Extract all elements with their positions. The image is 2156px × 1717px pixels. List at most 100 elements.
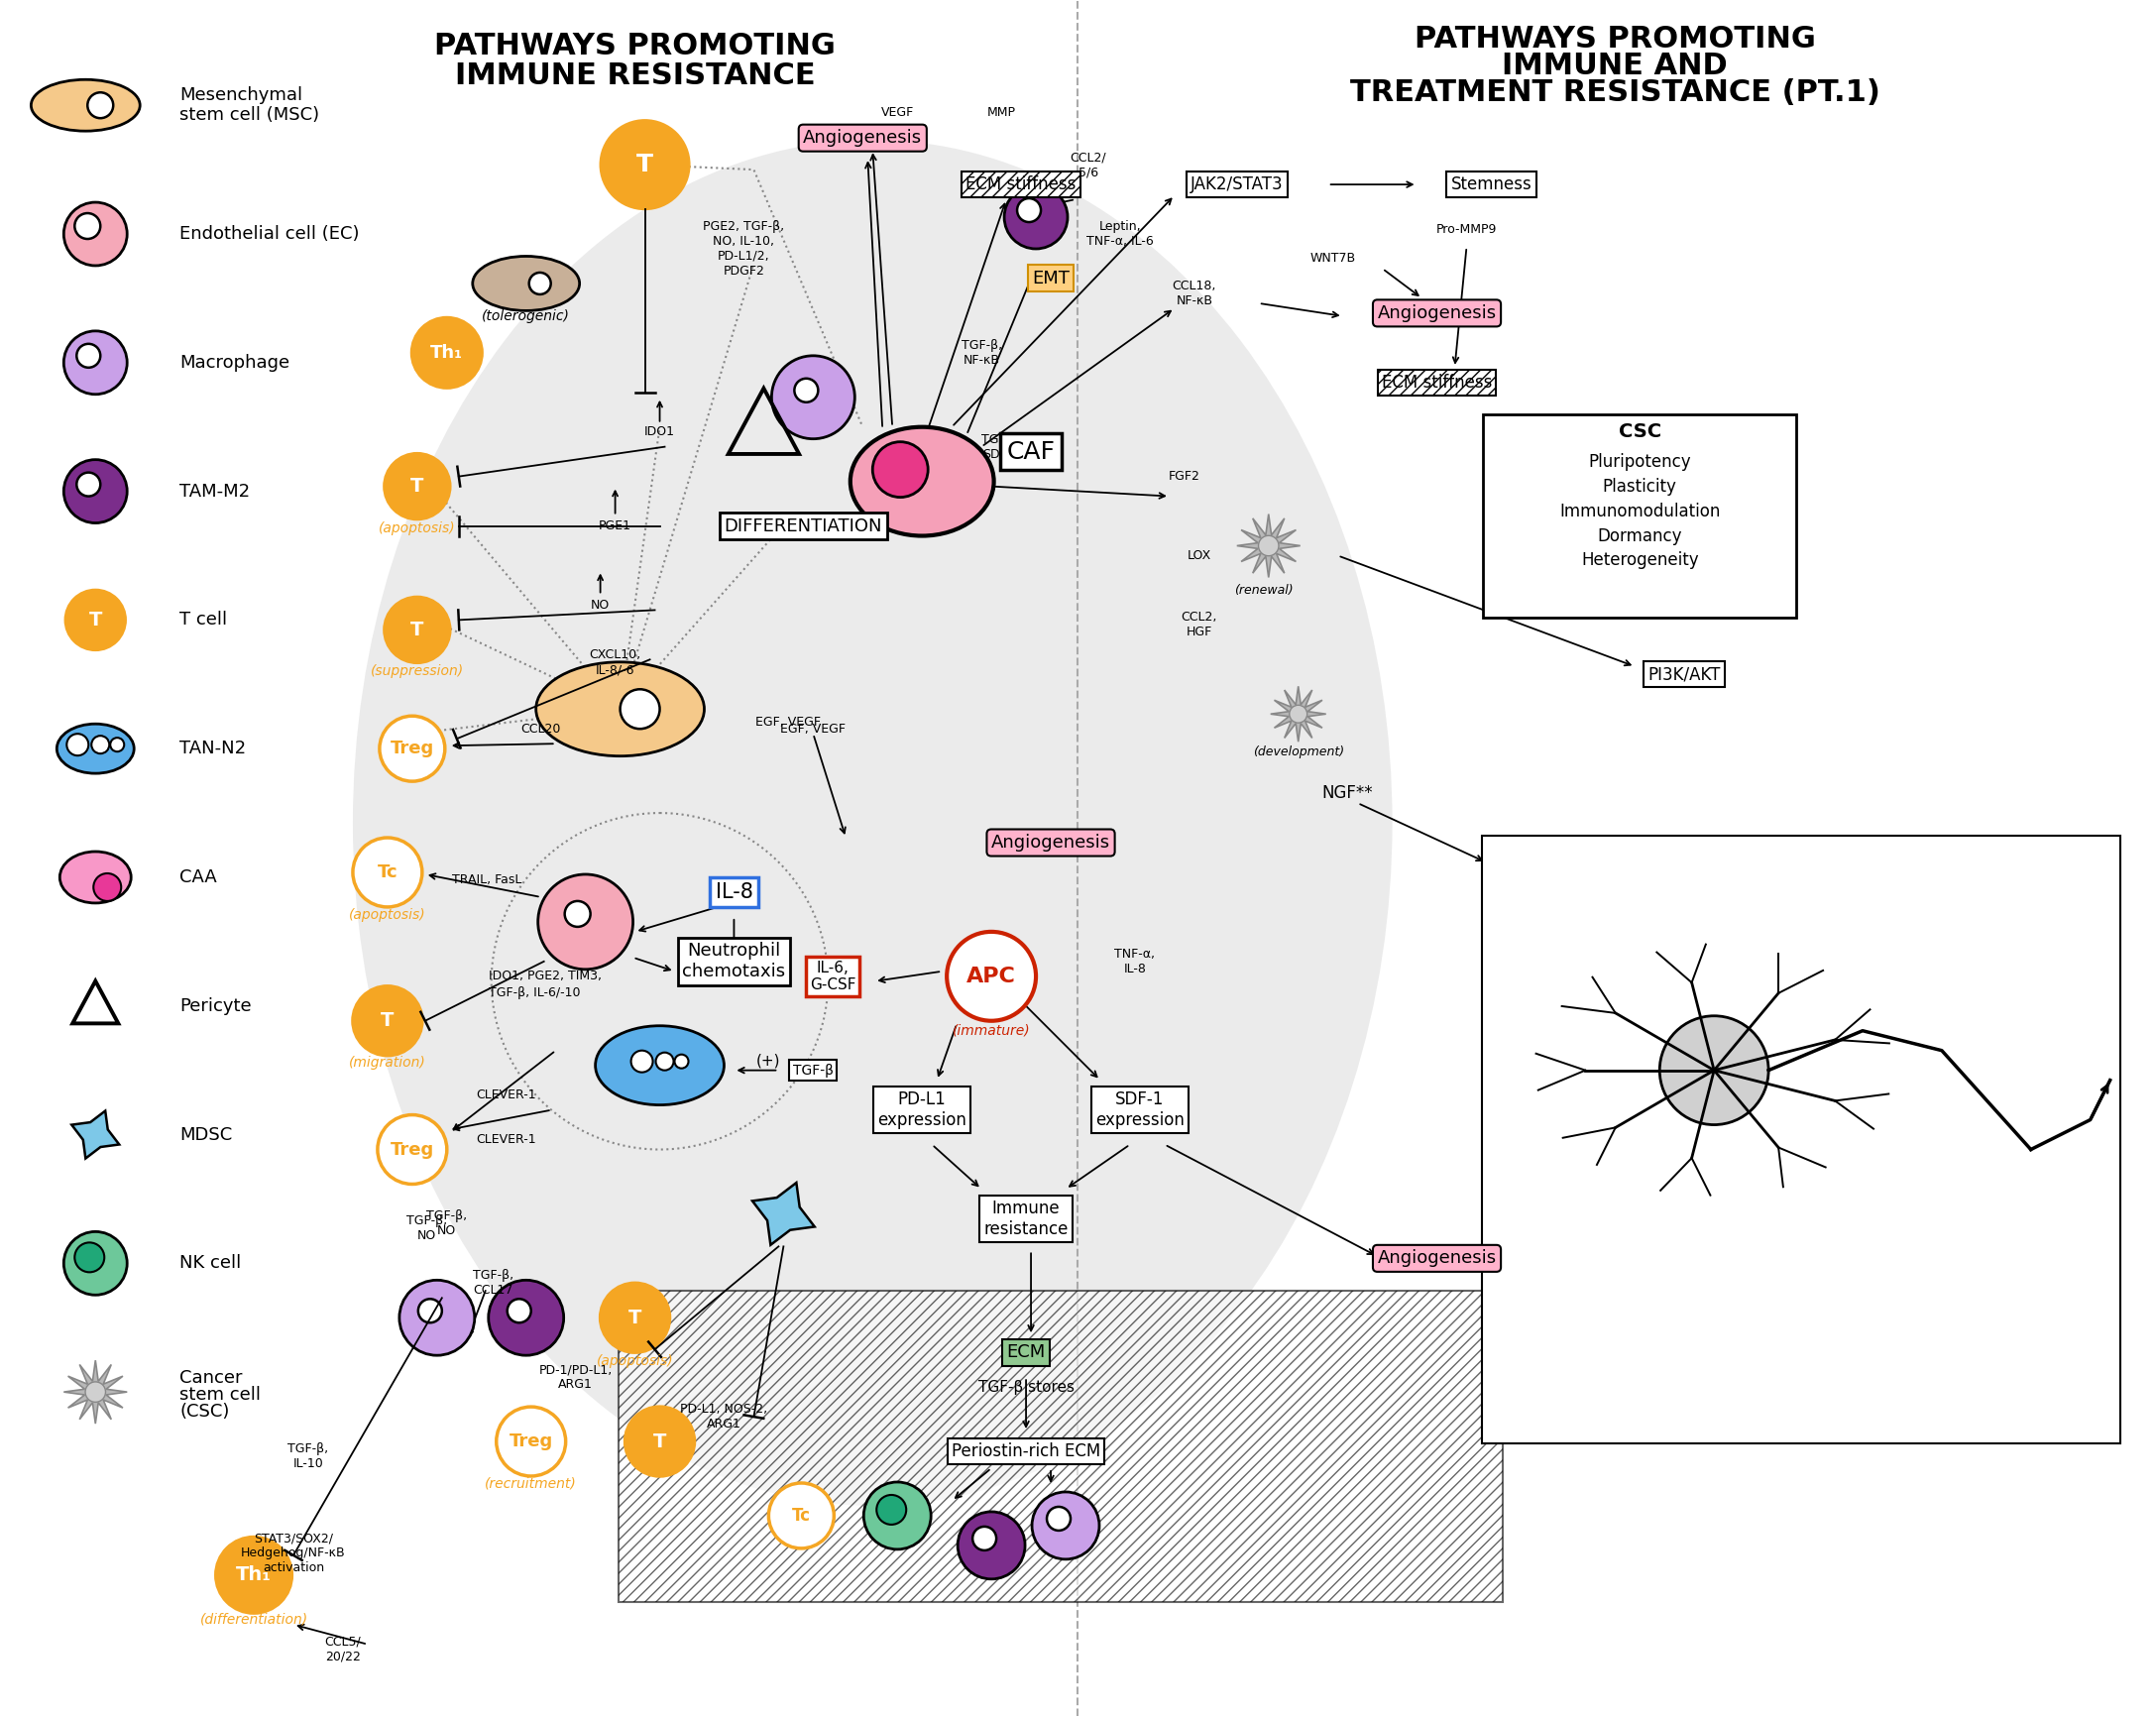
Text: Treg: Treg <box>390 1140 433 1159</box>
Circle shape <box>1048 1508 1072 1530</box>
Text: (immature): (immature) <box>953 1023 1031 1037</box>
Text: T: T <box>653 1432 666 1451</box>
Circle shape <box>216 1537 291 1612</box>
Circle shape <box>78 343 101 367</box>
Text: Th₁: Th₁ <box>431 343 464 362</box>
Circle shape <box>354 986 423 1056</box>
Text: NK cell: NK cell <box>179 1255 241 1272</box>
Text: Heterogeneity: Heterogeneity <box>1580 551 1699 570</box>
Circle shape <box>379 716 444 781</box>
Circle shape <box>675 1054 688 1068</box>
Text: PATHWAYS PROMOTING: PATHWAYS PROMOTING <box>1414 24 1815 53</box>
Circle shape <box>65 1231 127 1295</box>
Text: CSC: CSC <box>1619 422 1662 441</box>
Text: PGE2, TGF-β,
NO, IL-10,
PD-L1/2,
PDGF2: PGE2, TGF-β, NO, IL-10, PD-L1/2, PDGF2 <box>703 220 785 278</box>
Text: EGF, VEGF: EGF, VEGF <box>757 716 821 728</box>
Text: Macrophage: Macrophage <box>179 354 289 371</box>
Text: CCL2/
5/6: CCL2/ 5/6 <box>1069 151 1106 179</box>
Polygon shape <box>65 1360 127 1423</box>
Text: IL-8: IL-8 <box>716 883 752 901</box>
Text: PD-1/PD-L1,
ARG1: PD-1/PD-L1, ARG1 <box>539 1363 612 1391</box>
Text: TGF-β stores: TGF-β stores <box>979 1379 1074 1394</box>
Circle shape <box>67 733 88 755</box>
Text: Mesenchymal: Mesenchymal <box>179 86 302 105</box>
Text: T: T <box>382 1011 395 1030</box>
Text: ECM stiffness: ECM stiffness <box>966 175 1076 194</box>
Text: VEGF: VEGF <box>882 106 914 118</box>
Circle shape <box>655 1053 673 1070</box>
Text: Stemness: Stemness <box>1451 175 1533 194</box>
Polygon shape <box>752 1183 815 1245</box>
FancyBboxPatch shape <box>1483 836 2119 1444</box>
Circle shape <box>1033 1492 1100 1559</box>
Circle shape <box>507 1300 530 1322</box>
Circle shape <box>770 1483 834 1549</box>
Text: Neutrophil
chemotaxis: Neutrophil chemotaxis <box>681 943 785 980</box>
Circle shape <box>384 453 451 519</box>
Text: Tc: Tc <box>791 1508 811 1525</box>
Text: FGF2: FGF2 <box>1169 470 1201 482</box>
Circle shape <box>632 1051 653 1073</box>
Text: Angiogenesis: Angiogenesis <box>1378 1250 1496 1267</box>
Text: (migration): (migration) <box>349 1056 427 1070</box>
Text: (suppression): (suppression) <box>371 664 464 678</box>
Text: (apoptosis): (apoptosis) <box>597 1355 673 1368</box>
Text: CLEVER-1: CLEVER-1 <box>476 1089 537 1102</box>
Text: T: T <box>410 477 425 496</box>
Text: Plasticity: Plasticity <box>1602 477 1677 494</box>
Text: TGF-β,
CCL17: TGF-β, CCL17 <box>472 1269 513 1296</box>
Text: CCL18,
NF-κB: CCL18, NF-κB <box>1173 280 1216 307</box>
Text: IMMUNE RESISTANCE: IMMUNE RESISTANCE <box>455 62 815 89</box>
Text: T: T <box>636 153 653 177</box>
Circle shape <box>78 472 101 496</box>
Text: TAN-N2: TAN-N2 <box>179 740 246 757</box>
Text: TRAIL, FasL: TRAIL, FasL <box>451 874 522 886</box>
Circle shape <box>772 355 854 440</box>
Circle shape <box>793 378 817 402</box>
Text: WNT7B: WNT7B <box>1311 252 1356 264</box>
Text: CCL20: CCL20 <box>522 723 561 735</box>
Circle shape <box>91 737 110 754</box>
Text: T: T <box>88 611 101 630</box>
Ellipse shape <box>595 1025 724 1106</box>
Polygon shape <box>71 1111 119 1159</box>
Circle shape <box>1660 1016 1768 1125</box>
Text: (recruitment): (recruitment) <box>485 1477 578 1490</box>
Text: Pluripotency: Pluripotency <box>1589 453 1690 470</box>
Circle shape <box>539 874 634 970</box>
Text: Cancer: Cancer <box>179 1368 241 1387</box>
Text: TGF-β,
IL-10: TGF-β, IL-10 <box>289 1442 328 1470</box>
Text: TGF-β,
SDF-1: TGF-β, SDF-1 <box>981 433 1022 460</box>
Text: IL-6,
G-CSF: IL-6, G-CSF <box>811 960 856 992</box>
Circle shape <box>418 1300 442 1322</box>
Text: Treg: Treg <box>390 740 433 757</box>
FancyBboxPatch shape <box>1483 414 1796 618</box>
Text: (development): (development) <box>1253 745 1343 757</box>
Circle shape <box>75 213 101 239</box>
Circle shape <box>110 738 125 752</box>
Circle shape <box>621 689 660 728</box>
Text: TGF-β: TGF-β <box>793 1063 834 1077</box>
Circle shape <box>946 932 1035 1022</box>
Text: TNF-α,
IL-8: TNF-α, IL-8 <box>1115 948 1156 975</box>
Circle shape <box>88 93 114 118</box>
Text: (apoptosis): (apoptosis) <box>379 520 455 536</box>
Circle shape <box>1259 536 1279 556</box>
Text: (differentiation): (differentiation) <box>201 1612 308 1626</box>
Circle shape <box>412 318 481 388</box>
Circle shape <box>86 1382 106 1403</box>
Text: TGF-β,
NO: TGF-β, NO <box>407 1216 448 1243</box>
Text: TGF-β,
NF-κB: TGF-β, NF-κB <box>962 338 1003 367</box>
Text: IDO1, PGE2, TIM3,: IDO1, PGE2, TIM3, <box>489 970 602 982</box>
Text: Angiogenesis: Angiogenesis <box>992 834 1110 852</box>
Circle shape <box>1018 199 1041 221</box>
Text: T: T <box>410 620 425 639</box>
Text: PD-L1, NOS-2,
ARG1: PD-L1, NOS-2, ARG1 <box>681 1403 768 1430</box>
Text: PI3K/AKT: PI3K/AKT <box>1647 666 1720 683</box>
Text: (CSC): (CSC) <box>179 1403 229 1420</box>
Circle shape <box>565 901 591 927</box>
Text: T cell: T cell <box>179 611 226 628</box>
Text: MDSC: MDSC <box>179 1126 233 1144</box>
Circle shape <box>972 1526 996 1550</box>
Text: CCL5/
20/22: CCL5/ 20/22 <box>326 1635 362 1664</box>
